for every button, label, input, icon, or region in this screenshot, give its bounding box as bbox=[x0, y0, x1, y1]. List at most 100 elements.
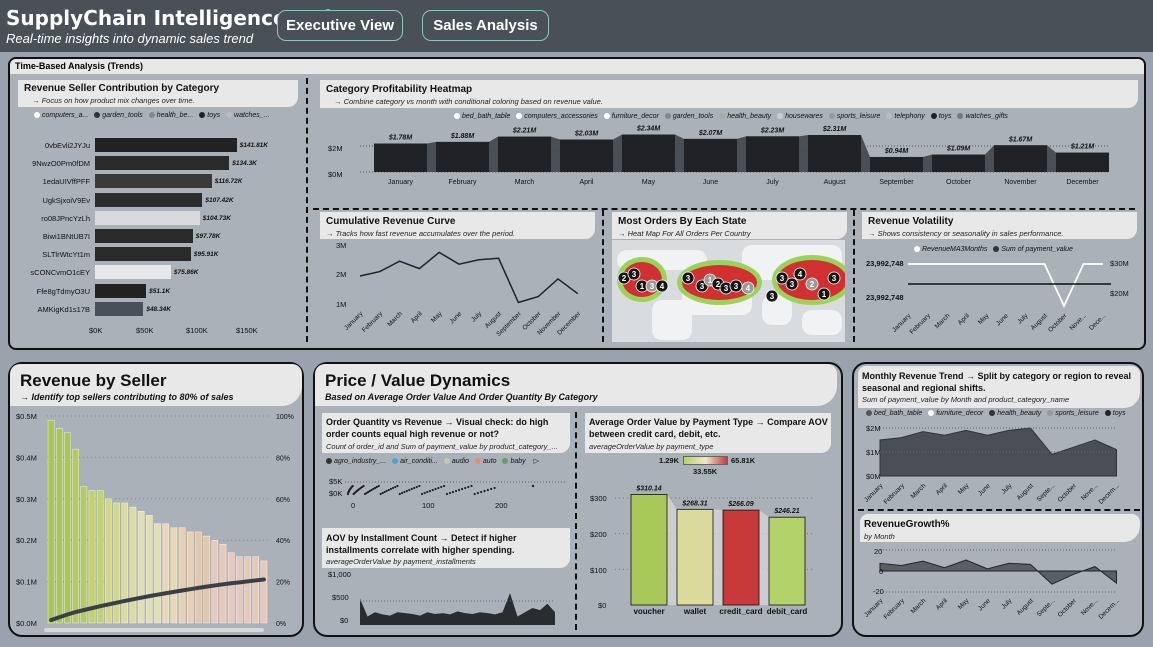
x-tick: July bbox=[1000, 482, 1014, 496]
data-label: $48.34K bbox=[146, 305, 171, 313]
point bbox=[445, 492, 449, 496]
heatmap-chart: $1.78M January $1.88M February $2.21M March $2… bbox=[360, 126, 1110, 186]
series-payment-value bbox=[908, 263, 1103, 309]
revenue-by-seller-header: Revenue by Seller → Identify top sellers… bbox=[10, 364, 302, 406]
data-label: $2.31M bbox=[822, 126, 847, 133]
bar bbox=[170, 527, 178, 624]
bar bbox=[80, 486, 88, 624]
card-subtitle: → Identify top sellers contributing to 8… bbox=[20, 392, 234, 402]
y-tick: $500 bbox=[332, 593, 349, 602]
bar bbox=[95, 229, 193, 243]
marker-label: 2 bbox=[810, 280, 815, 289]
x-tick: February bbox=[883, 482, 907, 506]
point bbox=[381, 491, 384, 495]
data-label: $268.31 bbox=[681, 500, 707, 507]
x-tick: wallet bbox=[683, 607, 707, 616]
ribbon bbox=[667, 494, 677, 605]
y-tick: 1M bbox=[336, 300, 347, 309]
bar bbox=[186, 531, 194, 624]
horizontal-scrollbar[interactable] bbox=[44, 628, 264, 632]
area bbox=[879, 427, 1117, 477]
bar bbox=[95, 192, 203, 207]
bar bbox=[622, 134, 675, 172]
point bbox=[394, 485, 397, 489]
point bbox=[410, 487, 413, 491]
bar bbox=[146, 515, 153, 624]
point bbox=[375, 485, 378, 489]
marker-label: 3 bbox=[790, 280, 795, 289]
bar bbox=[195, 531, 202, 624]
point bbox=[367, 490, 370, 494]
bar bbox=[105, 498, 112, 624]
x-tick: $100K bbox=[186, 326, 208, 335]
map-marker bbox=[827, 271, 841, 285]
point bbox=[476, 491, 480, 495]
point bbox=[470, 484, 473, 488]
data-label: $2.34M bbox=[636, 126, 661, 133]
executive-view-button[interactable]: Executive View bbox=[277, 10, 403, 41]
x-tick: Decem... bbox=[1098, 482, 1121, 505]
point bbox=[483, 489, 486, 493]
divider bbox=[575, 412, 577, 630]
bar bbox=[227, 552, 235, 624]
map-marker bbox=[627, 267, 641, 281]
price-value-header: Price / Value Dynamics Based on Average … bbox=[315, 364, 837, 406]
y2-tick: $20M bbox=[1110, 289, 1129, 298]
point bbox=[362, 484, 365, 488]
volatility-legend: RevenueMA3Months Sum of payment_value bbox=[910, 246, 1073, 253]
marker-label: 4 bbox=[798, 270, 803, 279]
point bbox=[415, 485, 418, 489]
bar bbox=[137, 511, 145, 624]
chart-subtitle: → Focus on how product mix changes over … bbox=[32, 96, 195, 105]
map-marker bbox=[785, 277, 799, 291]
x-tick: 0 bbox=[351, 501, 356, 510]
point bbox=[418, 484, 421, 488]
data-label: $116.72K bbox=[214, 178, 243, 186]
point bbox=[351, 484, 354, 488]
legend-next-icon[interactable]: ▷ bbox=[533, 458, 540, 465]
x-tick: May bbox=[642, 179, 656, 186]
point bbox=[370, 488, 373, 492]
y2-tick: 0% bbox=[276, 621, 286, 628]
bar bbox=[129, 506, 137, 624]
y-tick: $1,000 bbox=[328, 570, 351, 579]
marker-label: 1 bbox=[822, 290, 827, 299]
qty-rev-legend: agro_industry_... air_conditi... audio a… bbox=[322, 457, 539, 465]
app-subtitle: Real-time insights into dynamic sales tr… bbox=[6, 31, 254, 46]
scale-mid: 33.55K bbox=[693, 467, 718, 476]
x-tick: credit_card bbox=[719, 607, 762, 616]
x-tick: May bbox=[957, 597, 971, 611]
x-tick: Septe... bbox=[1036, 482, 1057, 503]
chart-subtitle: Sum of payment_value by Month and produc… bbox=[862, 395, 1070, 404]
area bbox=[360, 593, 555, 625]
bar bbox=[560, 139, 613, 172]
chart-subtitle: → Heat Map For All Orders Per Country bbox=[618, 229, 751, 238]
divider bbox=[602, 210, 604, 342]
chart-title: Monthly Revenue Trend → Split by categor… bbox=[862, 371, 1132, 393]
point bbox=[396, 484, 399, 488]
seller-label: AMKigKd1s17B bbox=[37, 304, 90, 314]
point bbox=[387, 488, 390, 492]
marker-label: 1 bbox=[708, 276, 713, 285]
marker-label: 3 bbox=[832, 274, 837, 283]
y-tick: 23,992,748 bbox=[866, 259, 904, 268]
data-label: $141.81K bbox=[239, 142, 268, 149]
orders-state-header: Most Orders By Each State → Heat Map For… bbox=[612, 212, 847, 239]
marker-label: 3 bbox=[650, 282, 655, 291]
point bbox=[431, 488, 434, 492]
x-tick: February bbox=[883, 597, 907, 621]
divider bbox=[853, 210, 855, 342]
point bbox=[464, 486, 467, 490]
data-label: $1.78M bbox=[388, 135, 413, 142]
bar bbox=[244, 556, 251, 624]
point bbox=[531, 484, 535, 488]
y-tick: 2M bbox=[336, 270, 347, 279]
point bbox=[400, 491, 404, 495]
sales-analysis-button[interactable]: Sales Analysis bbox=[422, 10, 549, 41]
y-tick: 0 bbox=[879, 567, 884, 576]
series-line bbox=[359, 251, 579, 304]
y-tick: $0.4M bbox=[16, 453, 37, 462]
bar bbox=[722, 509, 760, 606]
